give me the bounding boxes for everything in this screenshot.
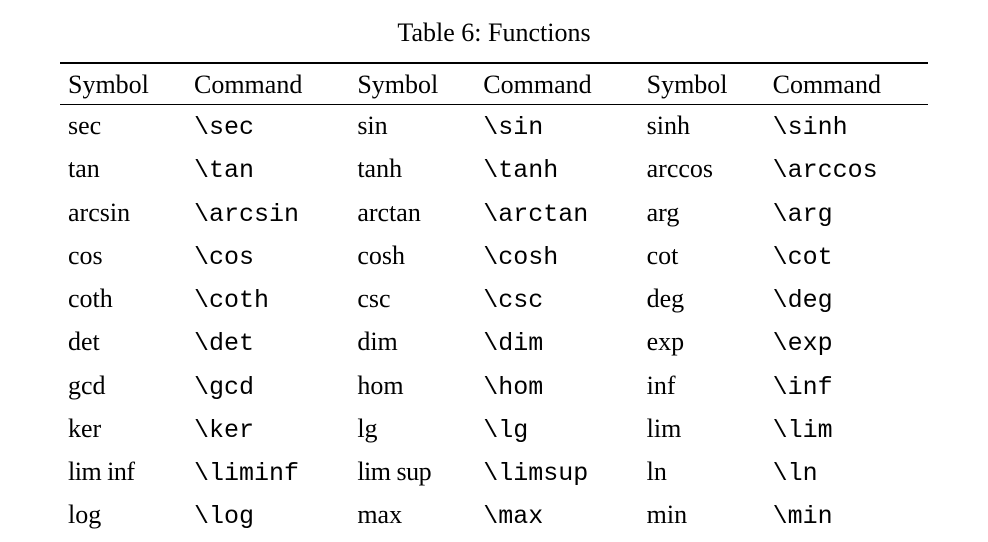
command-cell: \deg <box>765 278 928 321</box>
command-cell: \cosh <box>475 235 638 278</box>
table-row: lim inf \liminf lim sup \limsup ln \ln <box>60 451 928 494</box>
symbol-cell: cos <box>60 235 186 278</box>
command-cell: \coth <box>186 278 349 321</box>
command-cell: \ln <box>765 451 928 494</box>
command-cell: \sup <box>475 538 638 542</box>
symbol-cell: gcd <box>60 365 186 408</box>
command-cell: \tanh <box>475 148 638 191</box>
symbol-cell: sinh <box>639 105 765 149</box>
col-header: Symbol <box>639 63 765 105</box>
command-cell: \exp <box>765 321 928 364</box>
table-row: coth \coth csc \csc deg \deg <box>60 278 928 321</box>
command-cell: \log <box>186 494 349 537</box>
symbol-cell: cosh <box>349 235 475 278</box>
symbol-cell: ker <box>60 408 186 451</box>
command-cell: \arccos <box>765 148 928 191</box>
symbol-cell <box>639 538 765 542</box>
table-row: gcd \gcd hom \hom inf \inf <box>60 365 928 408</box>
table-body: sec \sec sin \sin sinh \sinh tan \tan ta… <box>60 105 928 542</box>
page-container: { "caption": "Table 6: Functions", "colu… <box>0 0 988 542</box>
symbol-cell: ln <box>639 451 765 494</box>
symbol-cell: deg <box>639 278 765 321</box>
command-cell: \csc <box>475 278 638 321</box>
symbol-cell: exp <box>639 321 765 364</box>
command-cell: \lim <box>765 408 928 451</box>
table-row: log \log max \max min \min <box>60 494 928 537</box>
command-cell: \gcd <box>186 365 349 408</box>
command-cell: \cot <box>765 235 928 278</box>
symbol-cell: lim <box>639 408 765 451</box>
table-row: det \det dim \dim exp \exp <box>60 321 928 364</box>
command-cell: \sin <box>475 105 638 149</box>
command-cell: \sinh <box>765 105 928 149</box>
symbol-cell: log <box>60 494 186 537</box>
command-cell: \dim <box>475 321 638 364</box>
symbol-cell: coth <box>60 278 186 321</box>
functions-table: Symbol Command Symbol Command Symbol Com… <box>60 62 928 542</box>
symbol-cell: hom <box>349 365 475 408</box>
symbol-cell: cot <box>639 235 765 278</box>
table-row: Pr \Pr sup \sup <box>60 538 928 542</box>
symbol-cell: lim inf <box>60 451 186 494</box>
command-cell <box>765 538 928 542</box>
symbol-cell: arctan <box>349 192 475 235</box>
symbol-cell: Pr <box>60 538 186 542</box>
command-cell: \cos <box>186 235 349 278</box>
command-cell: \min <box>765 494 928 537</box>
symbol-cell: lg <box>349 408 475 451</box>
table-header-row: Symbol Command Symbol Command Symbol Com… <box>60 63 928 105</box>
command-cell: \arcsin <box>186 192 349 235</box>
col-header: Command <box>475 63 638 105</box>
command-cell: \arctan <box>475 192 638 235</box>
symbol-cell: tanh <box>349 148 475 191</box>
symbol-cell: max <box>349 494 475 537</box>
symbol-cell: sin <box>349 105 475 149</box>
command-cell: \tan <box>186 148 349 191</box>
table-caption: Table 6: Functions <box>60 18 928 48</box>
command-cell: \max <box>475 494 638 537</box>
table-row: sec \sec sin \sin sinh \sinh <box>60 105 928 149</box>
table-row: arcsin \arcsin arctan \arctan arg \arg <box>60 192 928 235</box>
symbol-cell: arccos <box>639 148 765 191</box>
command-cell: \inf <box>765 365 928 408</box>
symbol-cell: dim <box>349 321 475 364</box>
command-cell: \hom <box>475 365 638 408</box>
command-cell: \ker <box>186 408 349 451</box>
symbol-cell: min <box>639 494 765 537</box>
symbol-cell: tan <box>60 148 186 191</box>
table-row: tan \tan tanh \tanh arccos \arccos <box>60 148 928 191</box>
col-header: Command <box>765 63 928 105</box>
symbol-cell: arg <box>639 192 765 235</box>
command-cell: \lg <box>475 408 638 451</box>
symbol-cell: sec <box>60 105 186 149</box>
command-cell: \liminf <box>186 451 349 494</box>
symbol-cell: inf <box>639 365 765 408</box>
symbol-cell: det <box>60 321 186 364</box>
command-cell: \arg <box>765 192 928 235</box>
symbol-cell: sup <box>349 538 475 542</box>
symbol-cell: arcsin <box>60 192 186 235</box>
command-cell: \Pr <box>186 538 349 542</box>
command-cell: \det <box>186 321 349 364</box>
symbol-cell: csc <box>349 278 475 321</box>
symbol-cell: lim sup <box>349 451 475 494</box>
col-header: Command <box>186 63 349 105</box>
col-header: Symbol <box>60 63 186 105</box>
table-row: ker \ker lg \lg lim \lim <box>60 408 928 451</box>
table-row: cos \cos cosh \cosh cot \cot <box>60 235 928 278</box>
col-header: Symbol <box>349 63 475 105</box>
command-cell: \limsup <box>475 451 638 494</box>
command-cell: \sec <box>186 105 349 149</box>
